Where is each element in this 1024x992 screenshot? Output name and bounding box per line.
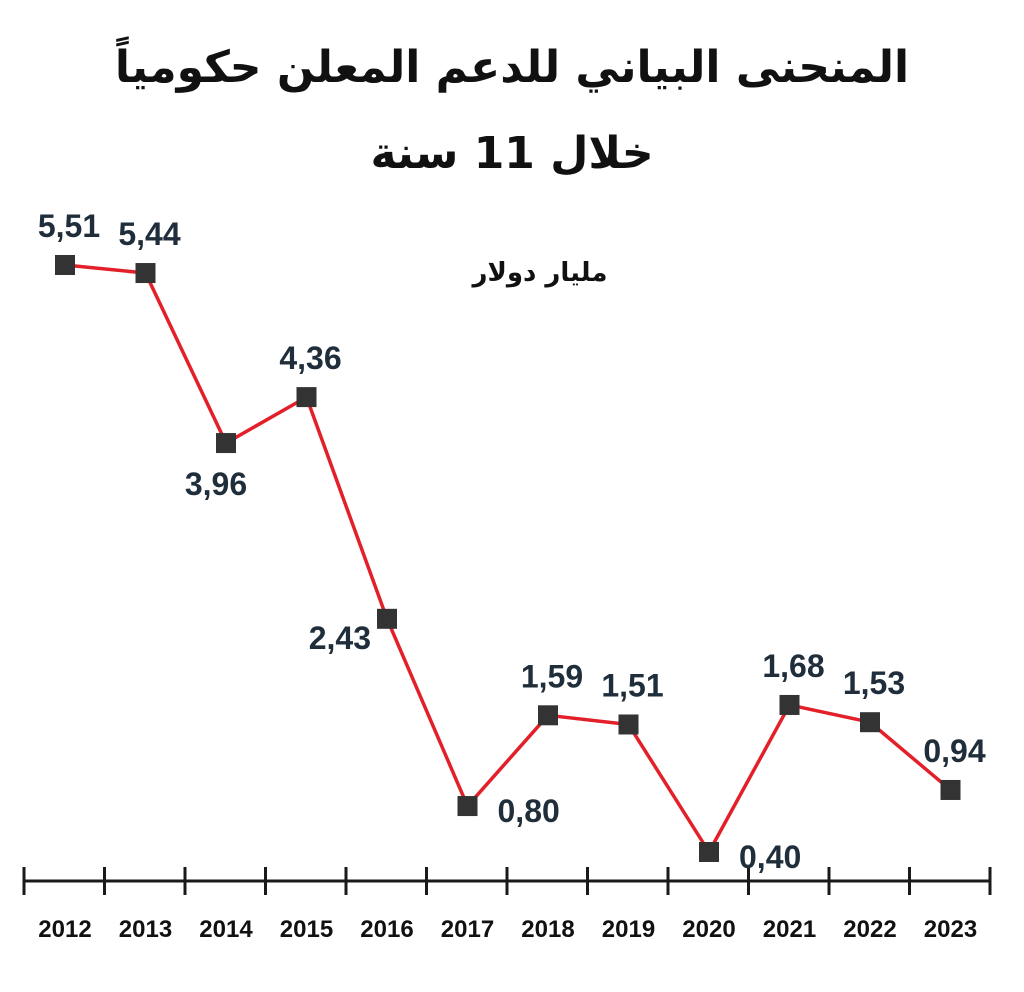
data-point-2018	[538, 705, 558, 726]
x-tick-label-2016: 2016	[360, 916, 413, 943]
data-point-2020	[699, 842, 719, 862]
data-label-2019: 1,51	[601, 667, 663, 703]
x-tick-label-2012: 2012	[38, 916, 91, 943]
data-label-2022: 1,53	[843, 665, 905, 701]
data-label-2017: 0,80	[498, 793, 560, 829]
data-label-2023: 0,94	[923, 733, 985, 769]
x-tick-label-2013: 2013	[119, 916, 172, 943]
data-point-2016	[377, 608, 397, 629]
series-line-group	[64, 263, 952, 854]
data-label-2013: 5,44	[118, 216, 180, 252]
x-tick-label-2017: 2017	[441, 916, 494, 943]
markers-group	[55, 255, 961, 862]
unit-label: مليار دولار	[472, 258, 608, 288]
data-point-2017	[457, 796, 478, 817]
x-tick-label-2018: 2018	[521, 916, 574, 943]
data-label-2012: 5,51	[38, 208, 100, 244]
x-tick-label-2021: 2021	[763, 916, 816, 943]
x-tick-label-2014: 2014	[199, 916, 253, 943]
chart-subtitle: خلال 11 سنة	[370, 128, 654, 179]
data-labels-group: 5,51 5,44 3,96 4,36 2,43 0,80 1,59 1,51 0,40 1,68…	[38, 208, 986, 875]
chart-title: المنحنى البياني للدعم المعلن حكومياً	[114, 42, 910, 93]
data-label-2021: 1,68	[762, 648, 824, 684]
tick-labels-group: 2012 2013 2014 2015 2016 2017 2018 2019 2020 2021…	[38, 916, 977, 943]
series-line	[64, 263, 952, 854]
x-tick-label-2022: 2022	[843, 916, 896, 943]
data-point-2015	[296, 387, 317, 408]
data-label-2015: 4,36	[279, 340, 341, 376]
data-point-2019	[618, 714, 639, 735]
data-point-2023	[940, 779, 961, 800]
x-tick-label-2019: 2019	[602, 916, 655, 943]
data-point-2012	[55, 255, 75, 275]
data-point-2021	[779, 694, 800, 715]
x-axis	[22, 867, 992, 895]
x-tick-label-2023: 2023	[924, 916, 977, 943]
data-label-2016: 2,43	[309, 620, 371, 656]
x-tick-label-2020: 2020	[682, 916, 735, 943]
data-label-2020: 0,40	[739, 839, 801, 875]
data-label-2018: 1,59	[521, 658, 583, 694]
data-label-2014: 3,96	[185, 466, 247, 502]
x-tick-label-2015: 2015	[280, 916, 333, 943]
data-point-2014	[216, 433, 236, 454]
data-point-2013	[135, 263, 156, 284]
data-point-2022	[860, 712, 880, 733]
